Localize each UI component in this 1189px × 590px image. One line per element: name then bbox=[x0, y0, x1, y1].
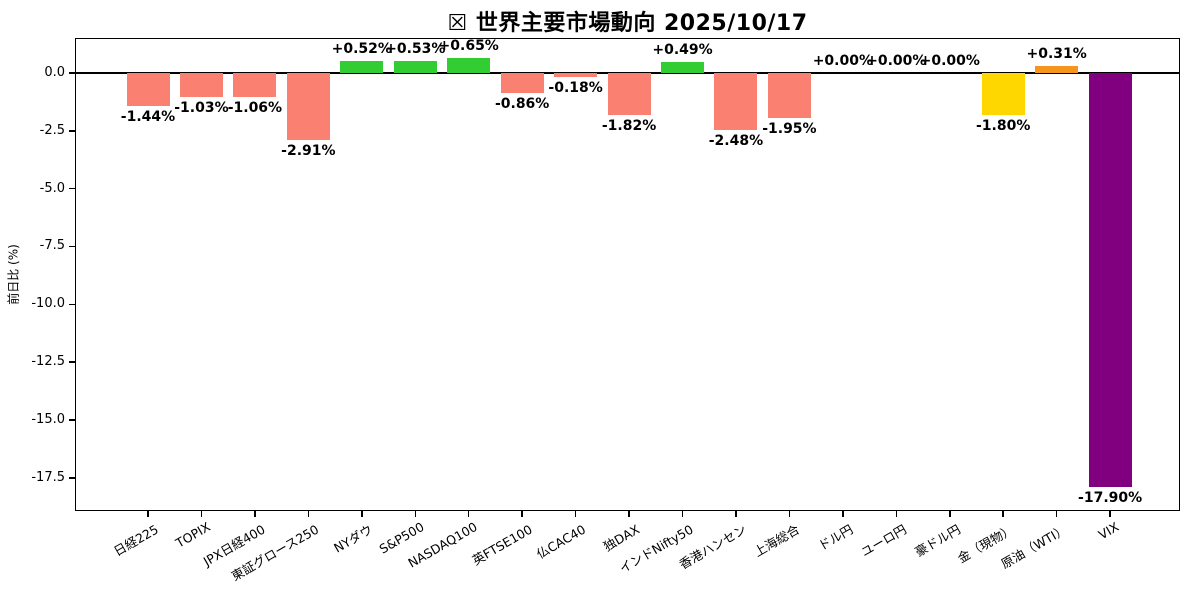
x-tick-mark bbox=[681, 511, 684, 517]
x-tick-mark bbox=[574, 511, 577, 517]
chart-title: ☒ 世界主要市場動向 2025/10/17 bbox=[447, 11, 808, 36]
bar-value-label: -1.06% bbox=[227, 100, 283, 117]
x-tick-label: 日経225 bbox=[111, 521, 161, 560]
y-tick-label: -10.0 bbox=[31, 296, 65, 312]
x-tick-label: ドル円 bbox=[815, 521, 856, 554]
bar-value-label: -1.44% bbox=[120, 109, 176, 126]
bar-value-label: -2.48% bbox=[708, 133, 764, 150]
bar-1 bbox=[179, 72, 223, 97]
x-tick-mark bbox=[414, 511, 416, 517]
y-tick-mark bbox=[69, 303, 75, 306]
y-tick-mark bbox=[69, 187, 75, 190]
y-axis-label: 前日比 (%) bbox=[6, 244, 21, 305]
bar-11 bbox=[714, 72, 758, 131]
bar-18 bbox=[1088, 72, 1132, 488]
x-tick-mark bbox=[200, 511, 203, 517]
y-tick-label: 0.0 bbox=[44, 64, 65, 80]
bar-17 bbox=[1035, 65, 1079, 73]
y-tick-mark bbox=[69, 361, 75, 363]
bar-9 bbox=[607, 72, 651, 116]
bar-value-label: +0.65% bbox=[438, 37, 499, 54]
bar-4 bbox=[340, 60, 384, 73]
x-tick-mark bbox=[307, 511, 310, 517]
bar-10 bbox=[661, 61, 704, 73]
y-tick-label: -2.5 bbox=[39, 122, 65, 138]
bar-value-label: -0.18% bbox=[548, 80, 603, 97]
x-tick-mark bbox=[147, 511, 149, 517]
y-tick-mark bbox=[69, 245, 75, 248]
bar-value-label: -1.82% bbox=[601, 118, 657, 135]
x-tick-mark bbox=[467, 511, 470, 517]
bar-6 bbox=[447, 57, 491, 73]
x-tick-mark bbox=[735, 511, 737, 517]
bar-2 bbox=[233, 72, 277, 98]
bar-0 bbox=[126, 72, 170, 107]
x-tick-label: TOPIX bbox=[173, 519, 213, 551]
x-tick-mark bbox=[788, 511, 791, 517]
x-tick-mark bbox=[628, 511, 630, 517]
y-tick-label: -15.0 bbox=[31, 412, 65, 428]
x-tick-mark bbox=[1002, 511, 1004, 517]
bar-value-label: -0.86% bbox=[494, 95, 550, 112]
bar-value-label: +0.00% bbox=[866, 52, 927, 69]
x-tick-mark bbox=[1055, 511, 1058, 517]
x-tick-label: 上海総合 bbox=[751, 521, 803, 560]
bar-value-label: +0.00% bbox=[919, 52, 980, 69]
x-tick-mark bbox=[1109, 511, 1111, 517]
bar-16 bbox=[981, 72, 1025, 115]
x-tick-mark bbox=[949, 511, 951, 517]
bar-value-label: -1.03% bbox=[174, 99, 229, 116]
y-tick-label: -5.0 bbox=[39, 180, 65, 196]
x-tick-label: VIX bbox=[1096, 519, 1122, 543]
x-tick-label: 英FTSE100 bbox=[469, 521, 536, 568]
bar-value-label: +0.31% bbox=[1026, 45, 1087, 62]
bar-value-label: -1.95% bbox=[762, 121, 817, 138]
bar-value-label: +0.52% bbox=[331, 40, 392, 57]
x-tick-mark bbox=[254, 511, 256, 517]
bar-7 bbox=[500, 72, 544, 93]
x-tick-mark bbox=[895, 511, 898, 517]
y-tick-mark bbox=[69, 72, 75, 74]
bar-value-label: -2.91% bbox=[281, 143, 336, 160]
y-tick-mark bbox=[69, 419, 75, 421]
bar-value-label: -1.80% bbox=[975, 117, 1031, 134]
x-tick-mark bbox=[361, 511, 363, 517]
y-tick-label: -17.5 bbox=[31, 469, 65, 485]
bar-value-label: +0.00% bbox=[812, 52, 873, 69]
plot-area bbox=[75, 38, 1180, 511]
x-tick-mark bbox=[521, 511, 523, 517]
bar-value-label: -17.90% bbox=[1078, 490, 1143, 507]
x-tick-label: NYダウ bbox=[330, 521, 375, 556]
x-tick-label: ユーロ円 bbox=[858, 521, 910, 560]
y-tick-label: -12.5 bbox=[31, 354, 65, 370]
y-tick-mark bbox=[69, 130, 75, 132]
bar-5 bbox=[393, 60, 437, 73]
x-tick-mark bbox=[842, 511, 844, 517]
bar-12 bbox=[767, 72, 811, 119]
y-tick-label: -7.5 bbox=[39, 238, 65, 254]
x-tick-label: 仏CAC40 bbox=[534, 521, 589, 562]
bar-8 bbox=[554, 72, 598, 78]
bar-value-label: +0.49% bbox=[652, 41, 713, 58]
bar-value-label: +0.53% bbox=[385, 40, 446, 57]
bar-3 bbox=[286, 72, 330, 141]
y-tick-mark bbox=[69, 477, 75, 479]
